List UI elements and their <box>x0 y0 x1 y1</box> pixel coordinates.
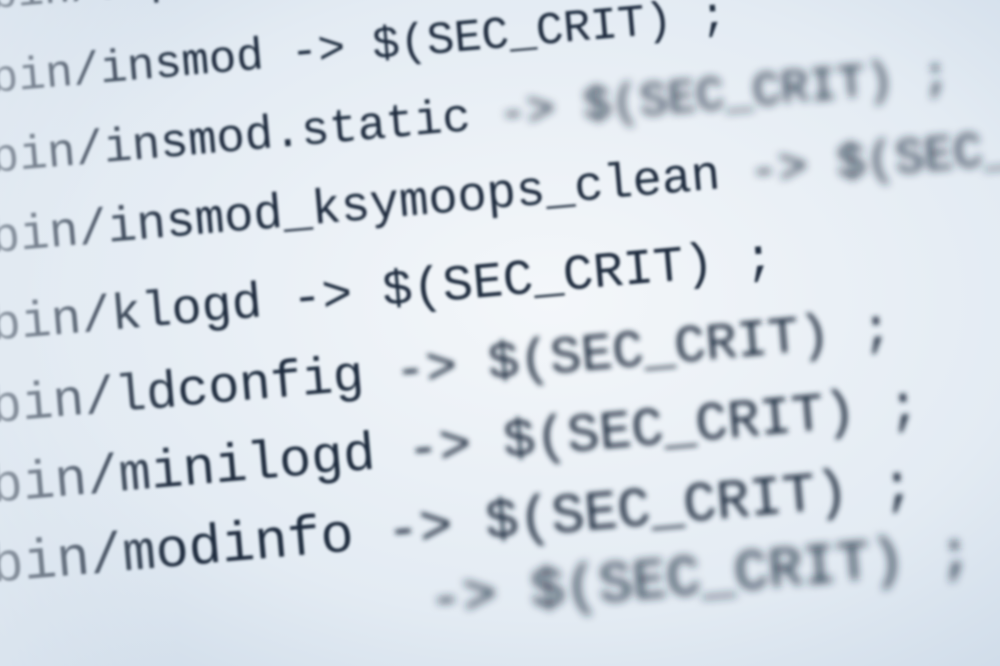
left-fade <box>0 0 1000 666</box>
photo: bin/depmod-> $(SEC_CRIT) ;bin/insmod-> $… <box>0 0 1000 666</box>
page: {"lines": [ {"path": "bin/depmod", "rest… <box>0 0 1000 666</box>
